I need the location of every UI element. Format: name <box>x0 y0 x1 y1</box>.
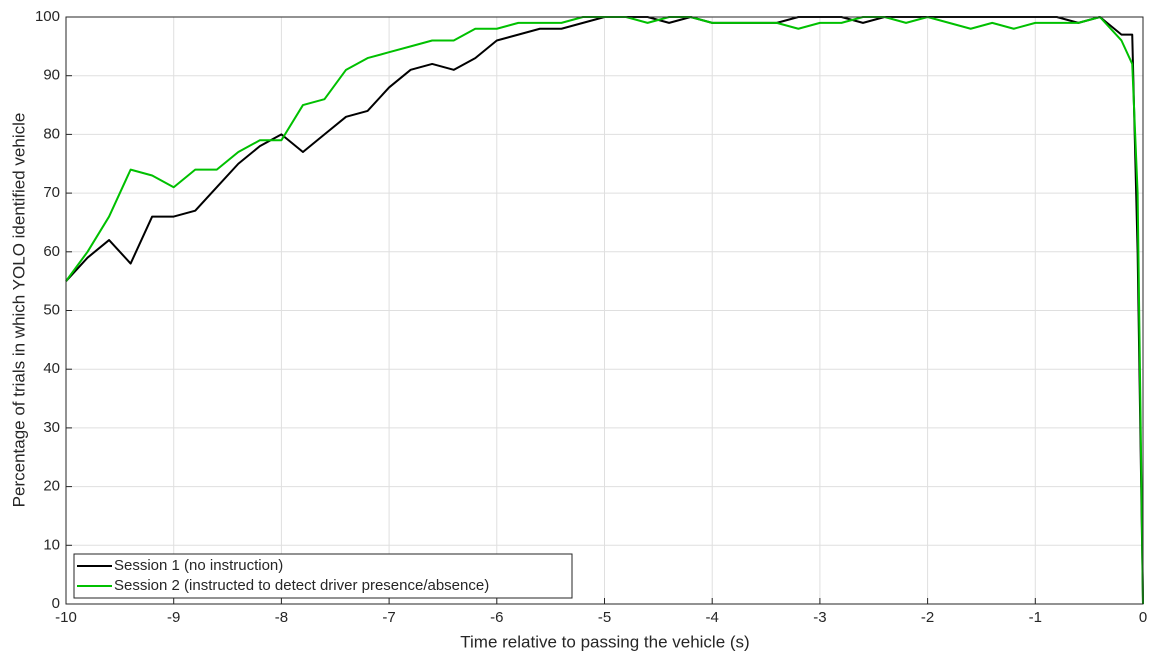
x-tick-label: -8 <box>275 609 288 626</box>
x-tick-label: -3 <box>813 609 826 626</box>
x-tick-label: -1 <box>1029 609 1042 626</box>
x-tick-label: -6 <box>490 609 503 626</box>
y-tick-label: 20 <box>43 478 60 495</box>
axes-box <box>65 16 1144 605</box>
y-tick-label: 80 <box>43 125 60 142</box>
x-tick-label: -10 <box>55 609 77 626</box>
x-tick-label: -2 <box>921 609 934 626</box>
y-tick-label: 30 <box>43 419 60 436</box>
y-tick-label: 40 <box>43 360 60 377</box>
y-tick-label: 0 <box>52 595 60 612</box>
x-tick-label: -5 <box>598 609 611 626</box>
y-tick-label: 70 <box>43 184 60 201</box>
y-tick-label: 50 <box>43 301 60 318</box>
legend-label: Session 1 (no instruction) <box>114 557 283 574</box>
y-axis-label: Percentage of trials in which YOLO ident… <box>9 113 28 508</box>
legend-label: Session 2 (instructed to detect driver p… <box>114 577 489 594</box>
y-tick-label: 90 <box>43 67 60 84</box>
legend-box <box>73 553 573 599</box>
x-tick-label: -4 <box>706 609 719 626</box>
x-tick-label: -9 <box>167 609 180 626</box>
x-tick-label: 0 <box>1139 609 1147 626</box>
x-tick-label: -7 <box>382 609 395 626</box>
y-tick-label: 100 <box>35 8 60 25</box>
y-tick-label: 10 <box>43 536 60 553</box>
x-axis-label: Time relative to passing the vehicle (s) <box>460 632 749 651</box>
y-tick-label: 60 <box>43 243 60 260</box>
